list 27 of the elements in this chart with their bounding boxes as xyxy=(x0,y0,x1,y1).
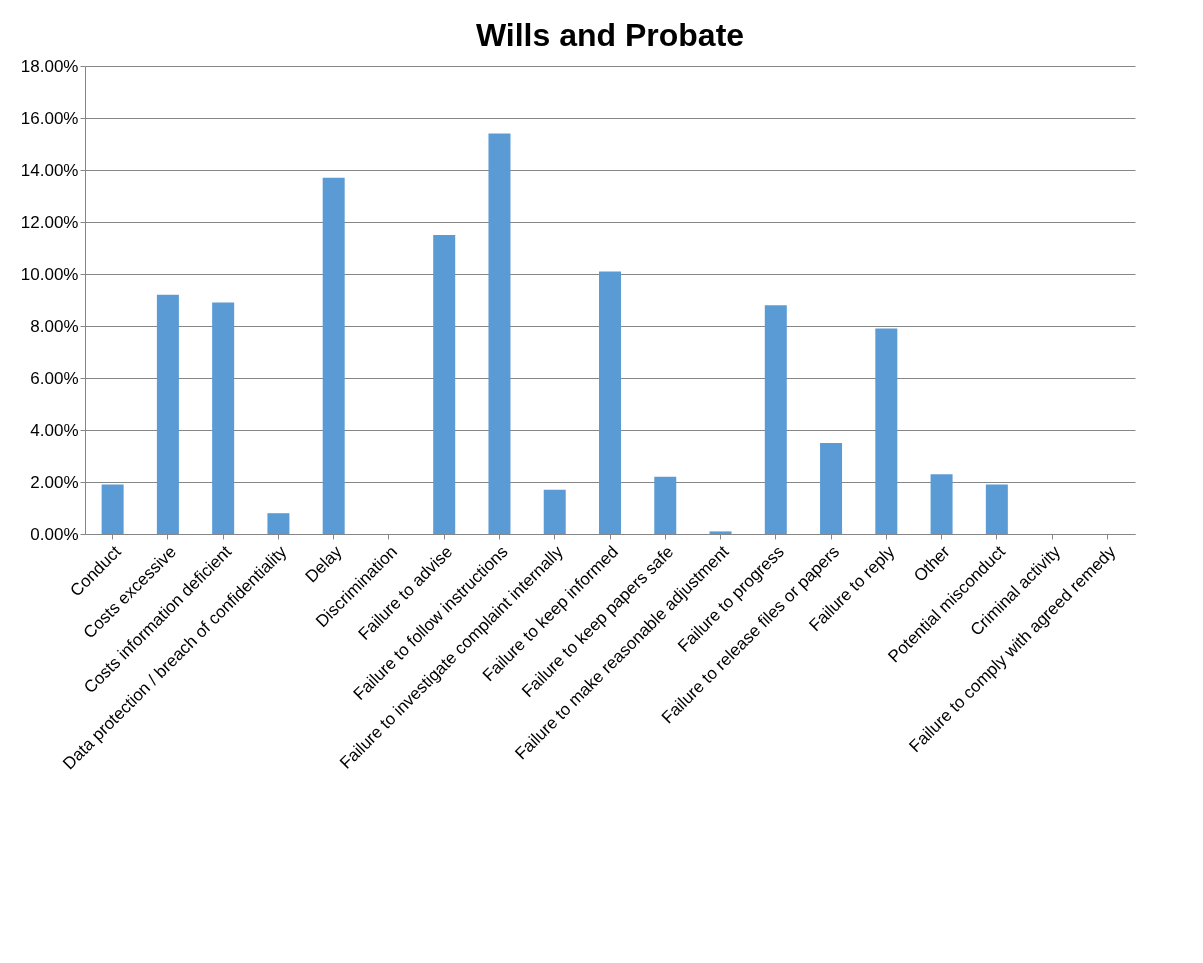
bar xyxy=(322,177,345,534)
bar xyxy=(433,235,456,534)
bar xyxy=(764,305,787,534)
y-tick-label: 10.00% xyxy=(20,264,79,284)
bar xyxy=(599,271,621,534)
y-tick-label: 12.00% xyxy=(20,212,79,232)
bar xyxy=(543,489,566,534)
y-tick-label: 2.00% xyxy=(30,472,79,492)
y-tick-label: 16.00% xyxy=(20,108,79,128)
y-tick-label: 14.00% xyxy=(20,160,79,180)
bar xyxy=(156,294,179,534)
bar xyxy=(101,484,124,534)
bar xyxy=(654,476,677,534)
bar xyxy=(875,328,898,534)
bar xyxy=(709,531,732,534)
bar xyxy=(820,443,843,534)
y-tick-label: 0.00% xyxy=(30,524,79,544)
y-tick-label: 18.00% xyxy=(20,56,79,76)
y-tick-label: 8.00% xyxy=(30,316,79,336)
bar xyxy=(212,302,235,534)
chart-title: Wills and Probate xyxy=(475,17,745,53)
bar xyxy=(985,484,1008,534)
bar xyxy=(267,513,290,534)
bar xyxy=(930,474,953,534)
y-tick-label: 4.00% xyxy=(30,420,79,440)
bar xyxy=(488,133,511,534)
y-tick-label: 6.00% xyxy=(30,368,79,388)
